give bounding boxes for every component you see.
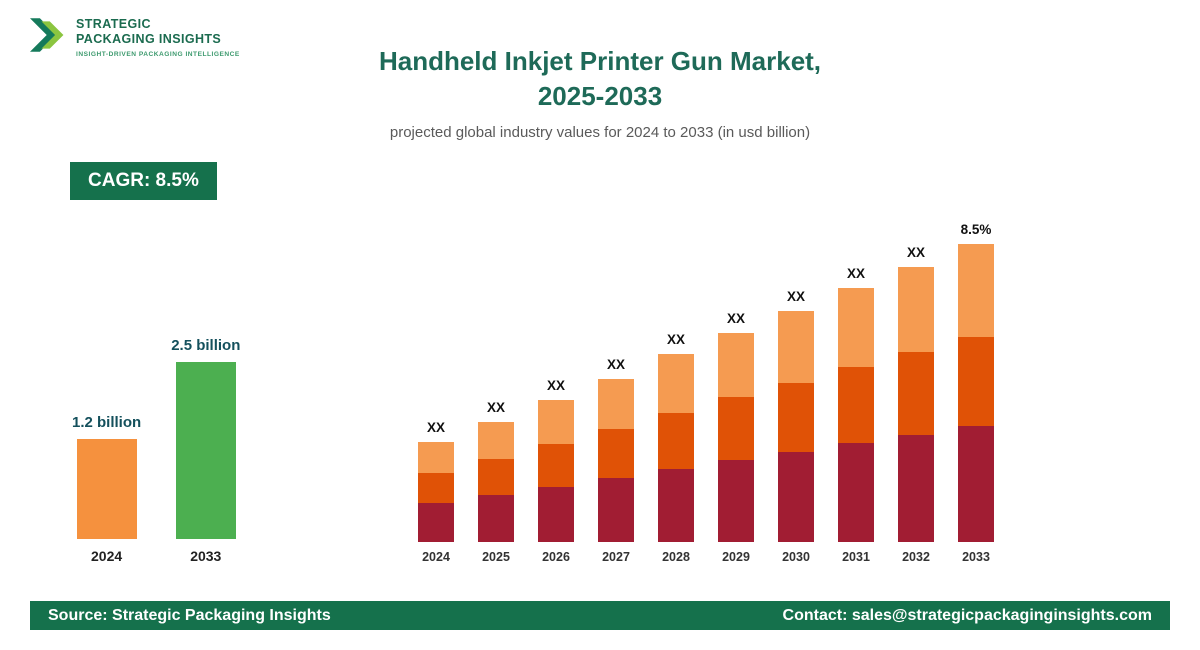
bar-year-label: 2027 xyxy=(602,550,630,564)
bar-value-label: XX xyxy=(546,378,565,393)
bar-segment-middle xyxy=(718,397,754,460)
bar-year-label: 2024 xyxy=(422,550,450,564)
bar-value-label: XX xyxy=(486,400,505,415)
mini-bar-value-label: 1.2 billion xyxy=(72,414,142,431)
stacked-bar-column: 8.5% 2033 xyxy=(958,222,994,564)
chart-title-line2: 2025-2033 xyxy=(537,81,663,111)
bar-segment-top xyxy=(538,400,574,444)
stacked-bar-column: XX 2032 xyxy=(898,245,934,564)
bar-stack xyxy=(418,442,454,542)
stacked-bar-column: XX 2026 xyxy=(538,378,574,564)
mini-bar-value-label: 2.5 billion xyxy=(171,337,241,354)
bar-segment-middle xyxy=(538,444,574,487)
bar-stack xyxy=(778,311,814,542)
cagr-badge: CAGR: 8.5% xyxy=(70,162,217,200)
bar-stack xyxy=(838,288,874,542)
bar-year-label: 2028 xyxy=(662,550,690,564)
bar-stack xyxy=(658,354,694,542)
mini-bar-year-label: 2024 xyxy=(91,548,123,564)
stacked-bar-column: XX 2025 xyxy=(478,400,514,564)
mini-bar-year-label: 2033 xyxy=(190,548,222,564)
mini-bar xyxy=(76,439,137,539)
stacked-bar-column: XX 2030 xyxy=(778,289,814,564)
bar-segment-middle xyxy=(418,473,454,503)
bar-stack xyxy=(958,244,994,542)
bar-segment-top xyxy=(898,267,934,352)
footer-contact: Contact: sales@strategicpackaginginsight… xyxy=(782,606,1152,624)
footer-source: Source: Strategic Packaging Insights xyxy=(48,606,331,624)
bar-stack xyxy=(598,379,634,542)
bar-value-label: XX xyxy=(666,332,685,347)
chart-subtitle: projected global industry values for 202… xyxy=(389,124,811,141)
bar-segment-middle xyxy=(478,459,514,495)
bar-segment-top xyxy=(658,354,694,413)
bar-segment-middle xyxy=(778,383,814,452)
bar-stack xyxy=(718,333,754,542)
bar-value-label: XX xyxy=(726,311,745,326)
bar-year-label: 2026 xyxy=(542,550,570,564)
mini-bar-column: 2.5 billion 2033 xyxy=(171,337,240,564)
bar-segment-middle xyxy=(958,337,994,426)
logo-tagline: INSIGHT-DRIVEN PACKAGING INTELLIGENCE xyxy=(76,51,240,58)
footer-bar: Source: Strategic Packaging Insights Con… xyxy=(30,601,1170,630)
bar-segment-bottom xyxy=(958,426,994,542)
stacked-bar-column: XX 2031 xyxy=(838,266,874,564)
bar-stack xyxy=(898,267,934,542)
bar-segment-middle xyxy=(838,367,874,443)
bar-segment-top xyxy=(838,288,874,367)
logo-text: STRATEGIC PACKAGING INSIGHTS INSIGHT-DRI… xyxy=(76,14,240,58)
bar-segment-bottom xyxy=(898,435,934,542)
bar-value-label: XX xyxy=(606,357,625,372)
bar-value-label: XX xyxy=(906,245,925,260)
bar-segment-top xyxy=(958,244,994,337)
mini-bar-chart: 1.2 billion 2024 2.5 billion 2033 xyxy=(72,320,240,564)
bar-value-label: 8.5% xyxy=(960,222,992,237)
bar-year-label: 2033 xyxy=(962,550,990,564)
bar-segment-bottom xyxy=(478,495,514,542)
stacked-bar-column: XX 2029 xyxy=(718,311,754,564)
chart-title-line1: Handheld Inkjet Printer Gun Market, xyxy=(378,46,822,76)
bar-year-label: 2031 xyxy=(842,550,870,564)
bar-year-label: 2029 xyxy=(722,550,750,564)
stacked-bar-chart: XX 2024 XX 2025 XX 2026 XX 2027 XX 2028 XX 2029 XX 20… xyxy=(418,214,994,564)
mini-bar xyxy=(175,362,236,539)
bar-year-label: 2025 xyxy=(482,550,510,564)
bar-segment-middle xyxy=(598,429,634,478)
stacked-bar-column: XX 2027 xyxy=(598,357,634,564)
bar-segment-bottom xyxy=(418,503,454,542)
chart-header: Handheld Inkjet Printer Gun Market, 2025… xyxy=(0,44,1200,141)
logo-chevron-icon xyxy=(30,18,64,52)
bar-stack xyxy=(478,422,514,542)
bar-segment-top xyxy=(418,442,454,473)
bar-segment-top xyxy=(598,379,634,429)
bar-segment-middle xyxy=(898,352,934,435)
bar-segment-bottom xyxy=(718,460,754,542)
bar-stack xyxy=(538,400,574,542)
logo: STRATEGIC PACKAGING INSIGHTS INSIGHT-DRI… xyxy=(30,14,240,58)
mini-bar-column: 1.2 billion 2024 xyxy=(72,414,141,564)
stacked-bar-column: XX 2028 xyxy=(658,332,694,564)
bar-segment-bottom xyxy=(838,443,874,542)
logo-name-line2: PACKAGING INSIGHTS xyxy=(76,32,222,46)
bar-segment-top xyxy=(478,422,514,459)
bar-segment-top xyxy=(718,333,754,397)
logo-name-line1: STRATEGIC xyxy=(76,17,151,31)
bar-segment-middle xyxy=(658,413,694,469)
bar-segment-bottom xyxy=(778,452,814,542)
bar-value-label: XX xyxy=(426,420,445,435)
bar-year-label: 2030 xyxy=(782,550,810,564)
stacked-bar-column: XX 2024 xyxy=(418,420,454,564)
bar-year-label: 2032 xyxy=(902,550,930,564)
bar-segment-bottom xyxy=(538,487,574,542)
bar-value-label: XX xyxy=(786,289,805,304)
bar-value-label: XX xyxy=(846,266,865,281)
bar-segment-bottom xyxy=(598,478,634,542)
bar-segment-top xyxy=(778,311,814,383)
bar-segment-bottom xyxy=(658,469,694,542)
